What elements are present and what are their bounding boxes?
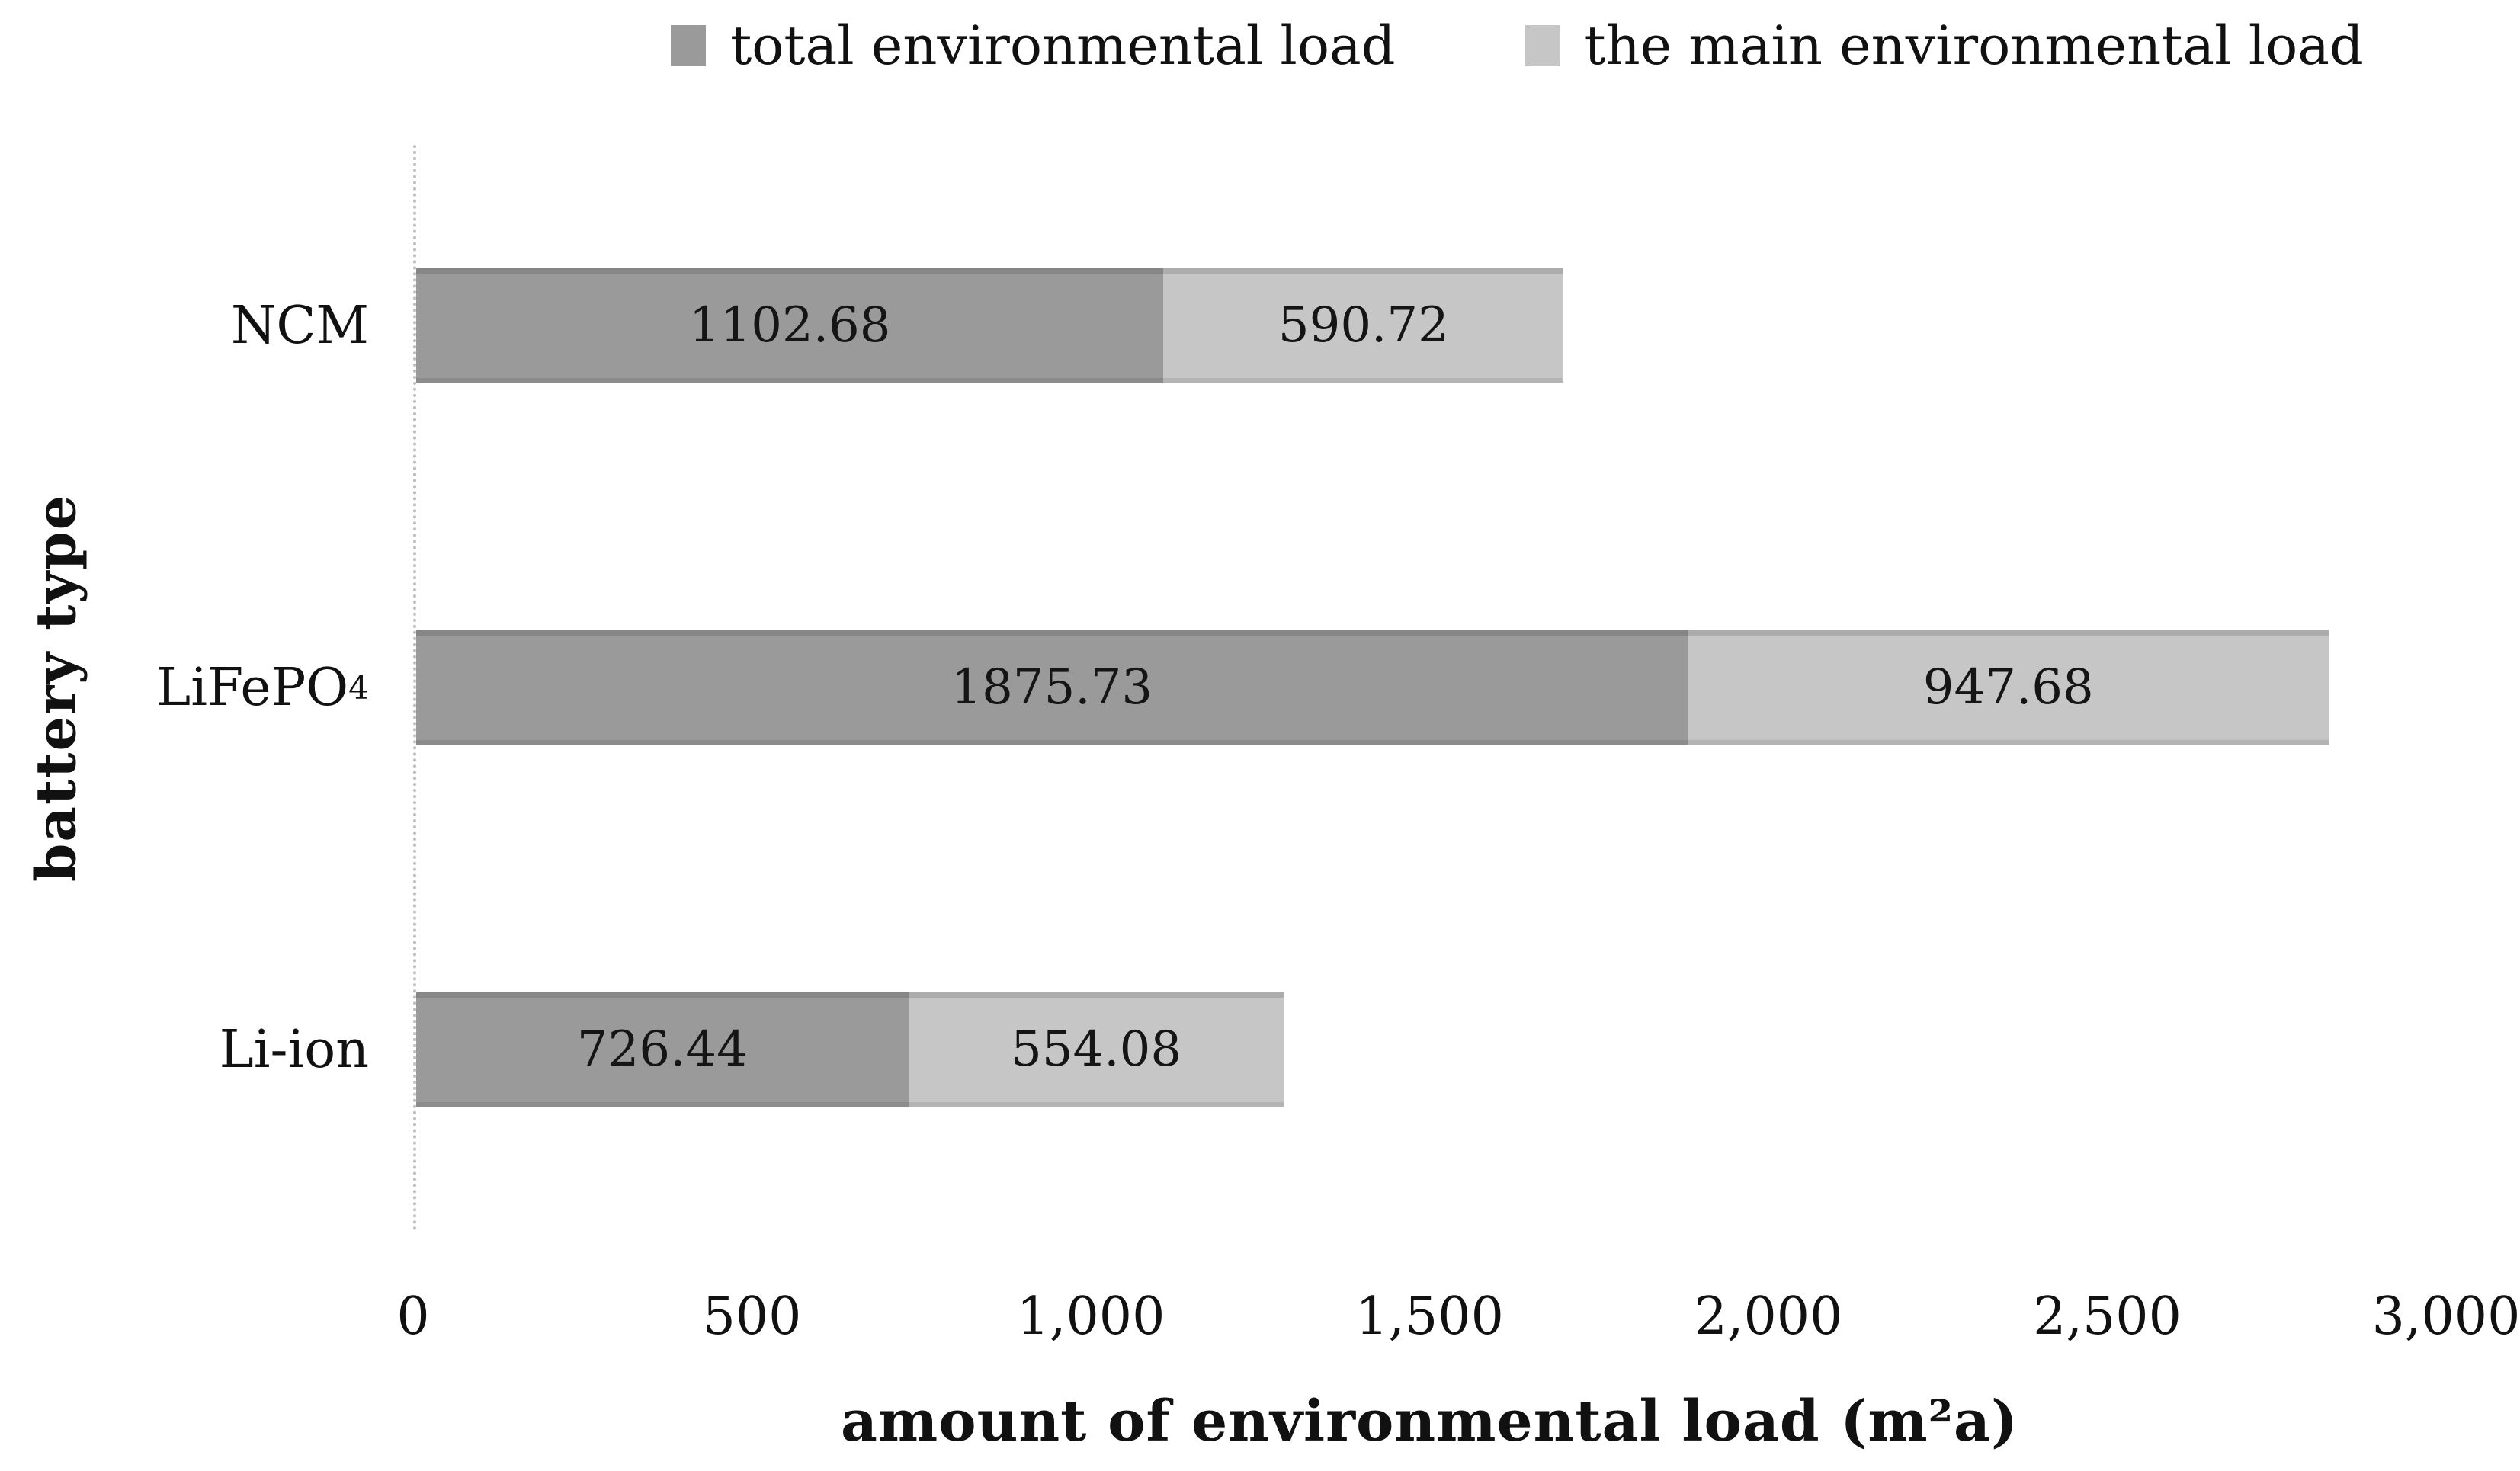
bar-value-label: 1875.73	[951, 659, 1153, 716]
category-label-text: NCM	[230, 296, 369, 356]
plot-area: 1102.68 590.72 1875.73 947.68 726.44 554.08	[413, 145, 2449, 1231]
x-tick-1500: 1,500	[1355, 1287, 1504, 1347]
x-tick-2000: 2,000	[1694, 1287, 1843, 1347]
bar-segment-main: 554.08	[908, 992, 1284, 1107]
bar-segment-main: 590.72	[1163, 268, 1564, 383]
legend-label-main: the main environmental load	[1584, 14, 2364, 77]
legend-swatch-total-icon	[671, 25, 707, 66]
bar-value-label: 947.68	[1922, 659, 2094, 716]
bar-value-label: 554.08	[1011, 1021, 1182, 1078]
bar-value-label: 590.72	[1278, 297, 1449, 354]
bar-row-lifepo: 1875.73 947.68	[416, 507, 2449, 869]
category-label-ncm: NCM	[99, 145, 390, 507]
legend-item-total: total environmental load	[671, 14, 1396, 78]
legend-swatch-main-icon	[1525, 25, 1560, 66]
bar-value-label: 1102.68	[688, 297, 891, 354]
x-tick-1000: 1,000	[1016, 1287, 1165, 1347]
legend-item-main: the main environmental load	[1525, 14, 2364, 78]
category-label-text: Li-ion	[219, 1020, 369, 1080]
bar-segment-total: 726.44	[416, 992, 909, 1107]
x-axis-title: amount of environmental load (m²a)	[840, 1389, 2019, 1454]
bar-segment-main: 947.68	[1687, 630, 2329, 745]
category-label-text: LiFePO	[156, 658, 349, 718]
bar-value-label: 726.44	[576, 1021, 748, 1078]
x-tick-0: 0	[396, 1287, 430, 1347]
y-axis-category-labels: NCM LiFePO 4 Li-ion	[99, 145, 390, 1231]
bar-segment-total: 1102.68	[416, 268, 1164, 383]
category-label-lifepo: LiFePO 4	[156, 658, 369, 718]
x-axis-ticks: 0 500 1,000 1,500 2,000 2,500 3,000	[396, 1287, 2520, 1355]
legend: total environmental load the main enviro…	[0, 14, 2520, 78]
bar-row-li-ion: 726.44 554.08	[416, 869, 2449, 1231]
y-axis-title: battery type	[23, 493, 88, 883]
bar-row-ncm: 1102.68 590.72	[416, 145, 2449, 507]
x-tick-500: 500	[702, 1287, 802, 1347]
x-tick-3000: 3,000	[2371, 1287, 2520, 1347]
x-tick-2500: 2,500	[2033, 1287, 2182, 1347]
category-label-li-ion: Li-ion	[99, 869, 390, 1231]
legend-label-total: total environmental load	[730, 14, 1396, 77]
bar-segment-total: 1875.73	[416, 630, 1688, 745]
